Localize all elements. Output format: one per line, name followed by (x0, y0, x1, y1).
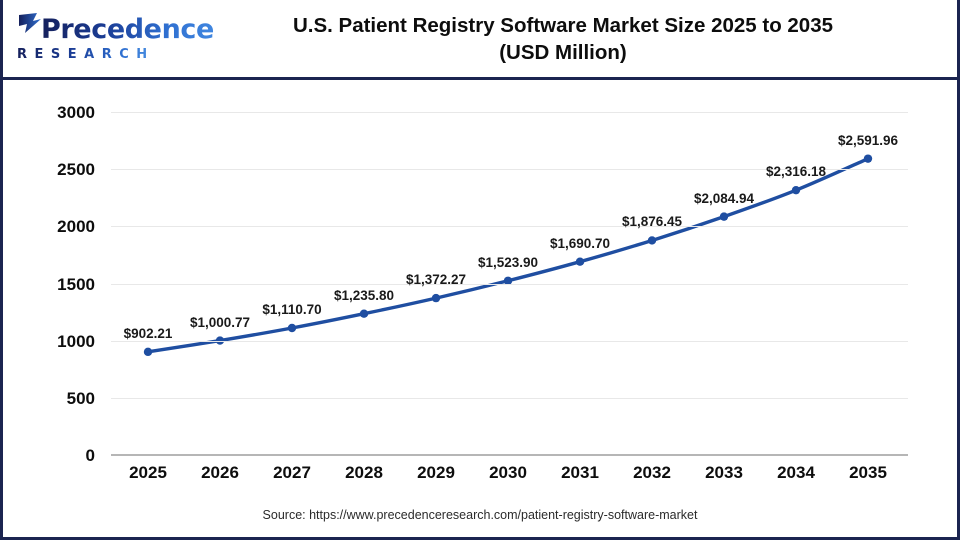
y-axis-tick-label: 2000 (57, 217, 95, 237)
logo-subtitle: RESEARCH (17, 47, 155, 62)
x-axis-tick-label: 2032 (633, 463, 671, 482)
title-line-2: (USD Million) (499, 41, 627, 64)
y-axis-tick-label: 2500 (57, 160, 95, 180)
data-point-label: $2,316.18 (765, 164, 827, 180)
gridline (111, 283, 908, 285)
figure-header: Precedence RESEARCH U.S. Patient Registr… (3, 0, 957, 80)
precedence-research-logo: Precedence RESEARCH (11, 10, 214, 68)
data-point-marker[interactable] (359, 309, 369, 318)
gridline (111, 169, 908, 171)
data-point-marker[interactable] (503, 276, 513, 285)
data-point-label: $1,523.90 (477, 254, 539, 270)
y-axis-tick-label: 3000 (57, 103, 95, 122)
x-axis-line (111, 454, 908, 456)
y-axis-tick-label: 0 (85, 446, 95, 465)
data-point-marker[interactable] (143, 347, 153, 357)
x-axis-tick-label: 2027 (273, 463, 311, 482)
y-axis-tick-label: 1500 (57, 274, 95, 294)
data-point-label: $2,084.94 (693, 190, 755, 206)
x-axis-tick-label: 2031 (561, 463, 599, 482)
y-axis-tick-label: 1000 (57, 331, 95, 351)
data-point-marker[interactable] (791, 185, 801, 195)
data-point-marker[interactable] (431, 293, 441, 303)
x-axis-tick-label: 2030 (489, 463, 527, 482)
x-axis-tick-label: 2025 (129, 463, 167, 482)
data-point-label: $1,000.77 (189, 314, 251, 330)
data-point-label: $1,690.70 (549, 235, 611, 251)
x-axis-tick-label: 2028 (345, 463, 383, 482)
data-point-marker[interactable] (287, 323, 297, 333)
data-point-marker[interactable] (575, 257, 585, 266)
x-axis-tick-label: 2026 (201, 463, 239, 482)
y-axis-tick-label: 500 (66, 388, 95, 408)
data-point-label: $1,372.27 (405, 272, 467, 288)
gridline (111, 112, 908, 113)
data-point-label: $1,876.45 (621, 214, 683, 230)
data-point-marker[interactable] (647, 236, 657, 245)
x-axis-tick-label: 2029 (417, 463, 455, 482)
source-caption: Source: https://www.precedenceresearch.c… (262, 508, 698, 522)
gridline (111, 397, 908, 399)
logo-wordmark: Precedence (41, 14, 214, 45)
data-point-marker[interactable] (719, 212, 729, 221)
x-axis-tick-label: 2033 (705, 463, 743, 482)
precedence-flag-logo-icon (19, 13, 41, 33)
data-point-label: $2,591.96 (837, 132, 899, 148)
x-axis-tick-label: 2034 (777, 463, 815, 482)
data-point-label: $1,110.70 (262, 302, 322, 317)
data-point-marker[interactable] (863, 154, 873, 163)
x-axis-tick-label: 2035 (849, 463, 887, 482)
line-series (143, 154, 873, 357)
data-point-label: $902.21 (123, 325, 173, 341)
data-point-label: $1,235.80 (333, 287, 395, 303)
data-point-marker[interactable] (215, 336, 225, 345)
page-title: U.S. Patient Registry Software Market Si… (193, 12, 933, 66)
title-line-1: U.S. Patient Registry Software Market Si… (292, 14, 834, 37)
plot-area: 0 500 1000 1500 2000 2500 3000 2025 2026 2027 2028… (3, 80, 957, 537)
gridline (111, 340, 908, 342)
gridline (111, 226, 908, 228)
